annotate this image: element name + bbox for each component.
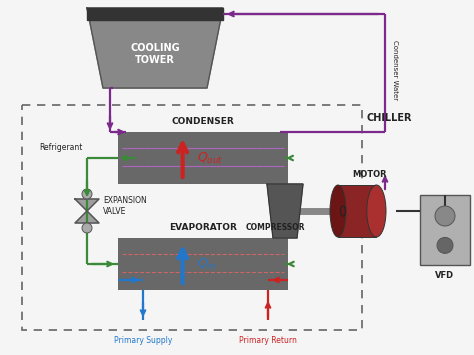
Bar (22, 105, 362, 330)
Ellipse shape (367, 185, 386, 237)
Text: COOLING
TOWER: COOLING TOWER (130, 43, 180, 65)
Polygon shape (87, 8, 223, 20)
Circle shape (437, 237, 453, 253)
Text: CHILLER: CHILLER (367, 113, 412, 123)
Circle shape (82, 223, 92, 233)
Text: Condenser Water: Condenser Water (392, 40, 398, 100)
Bar (118, 132, 288, 184)
Bar (118, 238, 288, 290)
Text: COMPRESSOR: COMPRESSOR (245, 223, 305, 232)
Text: $Q_{in}$: $Q_{in}$ (197, 256, 216, 272)
Bar (420, 195, 470, 265)
Text: Refrigerant: Refrigerant (40, 143, 83, 152)
Text: EVAPORATOR: EVAPORATOR (169, 223, 237, 232)
Circle shape (82, 189, 92, 199)
Bar (338, 185, 376, 237)
Text: MOTOR: MOTOR (353, 170, 387, 179)
Text: EXPANSION
VALVE: EXPANSION VALVE (103, 196, 147, 216)
Polygon shape (267, 184, 303, 238)
Text: Primary Return: Primary Return (239, 336, 297, 345)
Text: $Q_{out}$: $Q_{out}$ (197, 151, 223, 165)
Ellipse shape (330, 185, 346, 237)
Polygon shape (75, 199, 99, 223)
Circle shape (435, 206, 455, 226)
Polygon shape (87, 8, 223, 88)
Text: VFD: VFD (436, 271, 455, 280)
Text: CONDENSER: CONDENSER (172, 117, 234, 126)
Text: Primary Supply: Primary Supply (114, 336, 172, 345)
